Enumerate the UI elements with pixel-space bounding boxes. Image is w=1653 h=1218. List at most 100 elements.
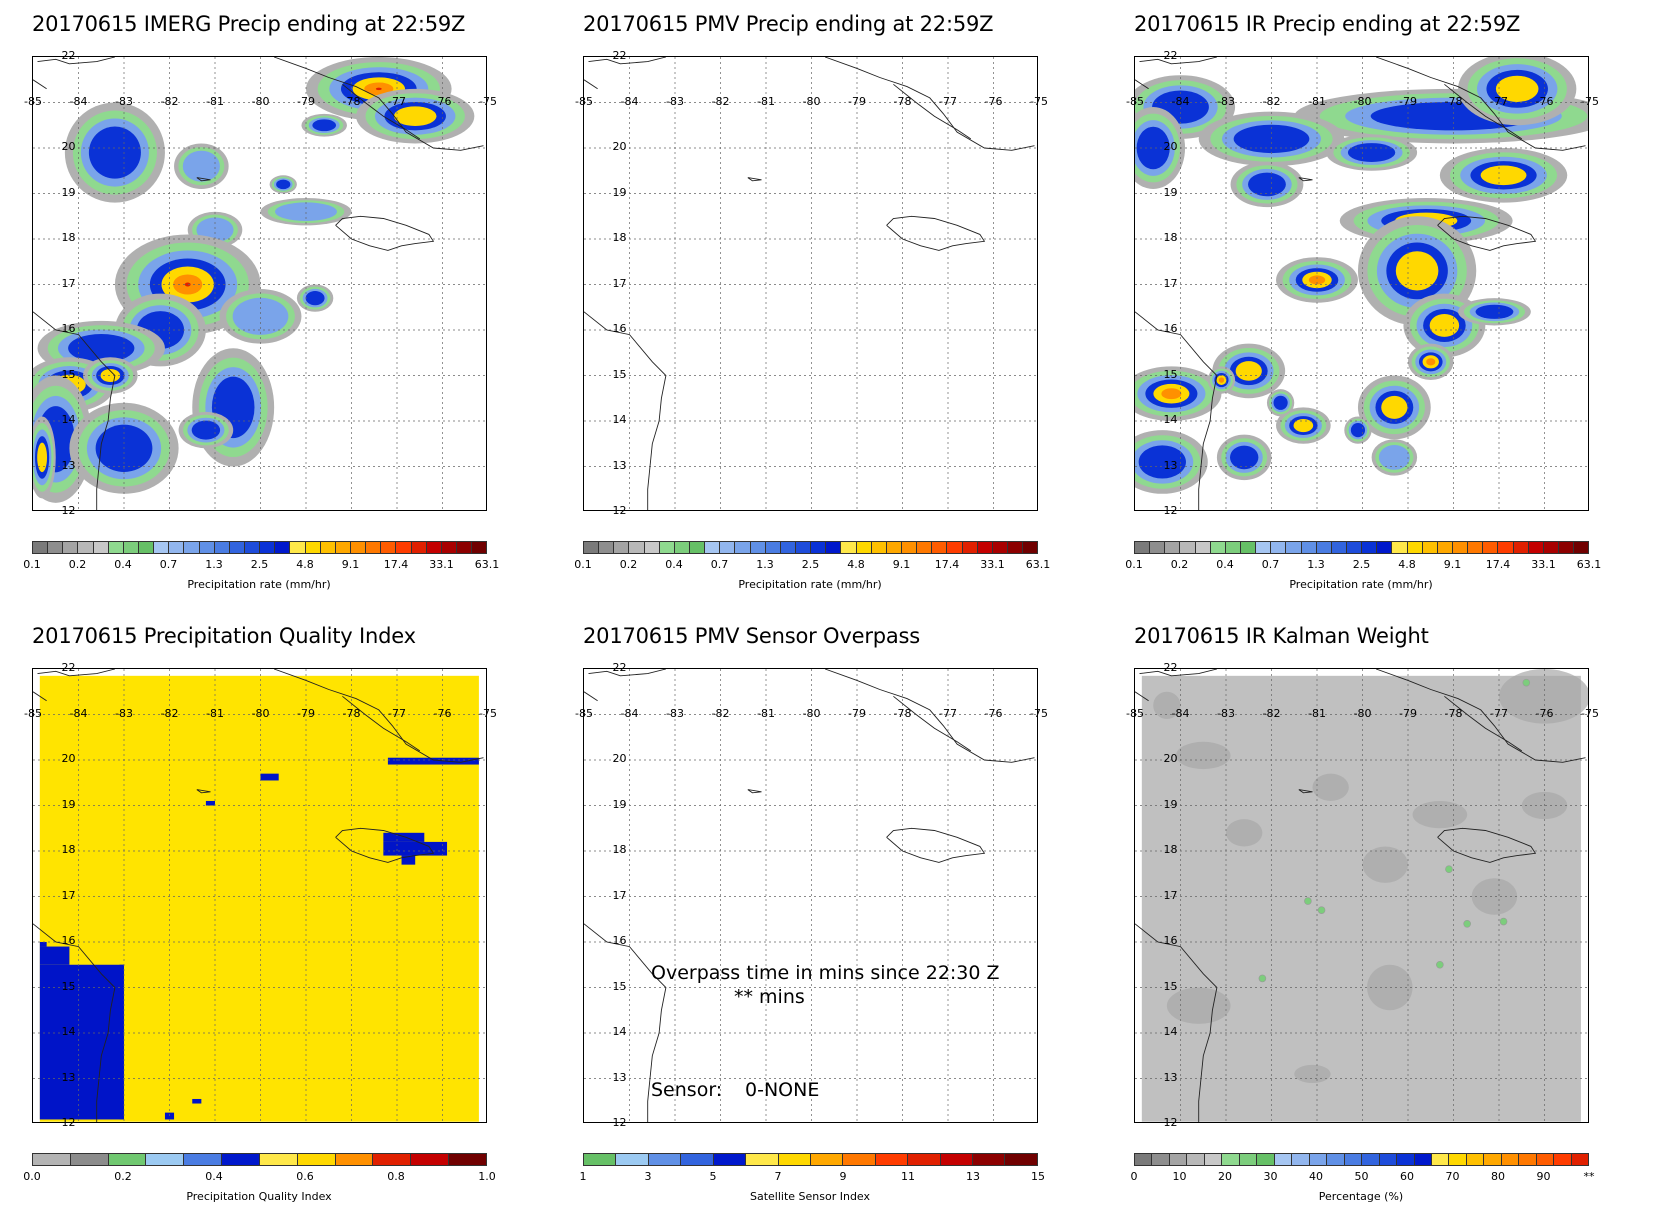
colorbar-swatch (1346, 542, 1363, 553)
colorbar-swatch (940, 1154, 974, 1165)
map-canvas (1135, 669, 1588, 1122)
colorbar-swatch (629, 542, 645, 553)
lat-label: 16 (612, 322, 627, 335)
lon-label: -80 (1353, 94, 1372, 108)
lat-label: 22 (1163, 661, 1178, 674)
lon-label: -81 (757, 94, 775, 108)
lon-label: -83 (1217, 94, 1235, 108)
colorbar-tick-label: 1.3 (1307, 558, 1325, 571)
colorbar-swatch (977, 542, 993, 553)
colorbar-swatch (1528, 542, 1544, 553)
lon-label: -77 (939, 94, 957, 108)
colorbar-tick-label: 0.4 (114, 558, 132, 571)
lat-label: 15 (61, 367, 76, 381)
map-frame (1134, 56, 1589, 511)
colorbar-swatch (908, 1154, 941, 1165)
lat-label: 17 (1163, 888, 1178, 902)
colorbar-swatch (962, 542, 978, 553)
colorbar-swatch (1240, 542, 1257, 553)
lon-label: -79 (848, 94, 866, 108)
colorbar-swatch (335, 1154, 374, 1165)
colorbar-swatch (297, 1154, 336, 1165)
lat-label: 13 (612, 458, 627, 472)
lon-label: -78 (1444, 706, 1463, 720)
colorbar-tick-label: 17.4 (383, 558, 409, 571)
lat-label: 18 (612, 231, 627, 244)
map-canvas (33, 669, 486, 1122)
lat-label: 20 (61, 752, 76, 765)
colorbar-tick-label: 63.1 (1576, 558, 1602, 571)
colorbar-swatch (396, 542, 412, 553)
lon-label: -83 (666, 706, 684, 720)
colorbar-swatch (1222, 1154, 1240, 1165)
colorbar-swatch (584, 1154, 617, 1165)
colorbar-swatch (373, 1154, 412, 1165)
colorbar-swatch (644, 542, 660, 553)
lat-label: 13 (61, 1070, 76, 1084)
colorbar-swatch (932, 542, 948, 553)
colorbar-swatch (1422, 542, 1438, 553)
colorbar-swatch (659, 542, 675, 553)
colorbar-swatch (93, 542, 109, 553)
colorbar-label: Precipitation rate (mm/hr) (187, 578, 331, 591)
lat-label: 17 (612, 276, 627, 290)
colorbar-swatch (1431, 1154, 1450, 1165)
lon-label: -75 (479, 706, 497, 720)
overpass-mins-text: ** mins (734, 986, 805, 1008)
lat-label: 12 (61, 1116, 76, 1129)
colorbar-tick-label: 9 (839, 1170, 847, 1183)
colorbar-tick-label: 0.1 (1125, 558, 1143, 571)
colorbar-tick-label: 0.8 (387, 1170, 405, 1183)
panel-overpass: 20170615 PMV Sensor Overpass Overpass ti… (551, 612, 1102, 1218)
colorbar-swatch (1449, 1154, 1467, 1165)
colorbar-swatch (1274, 1154, 1293, 1165)
colorbar-swatch (411, 542, 427, 553)
colorbar-tick-label: 1 (579, 1170, 587, 1183)
colorbar-tick-label: 0.4 (205, 1170, 223, 1183)
colorbar-swatch (260, 542, 276, 553)
lat-label: 14 (612, 1025, 627, 1038)
colorbar-swatch (1543, 542, 1559, 553)
panel-quality: 20170615 Precipitation Quality Index Pre… (0, 612, 551, 1218)
lat-label: 18 (612, 843, 627, 856)
map-frame (32, 56, 487, 511)
colorbar-swatch (1379, 1154, 1398, 1165)
colorbar-swatch (449, 1154, 486, 1165)
colorbar-swatch (1135, 542, 1151, 553)
lon-label: -76 (984, 94, 1003, 108)
colorbar-tick-label: 63.1 (474, 558, 500, 571)
sensor-value: 0-NONE (745, 1079, 820, 1101)
colorbar-swatch (841, 542, 857, 553)
colorbar-swatch (1331, 542, 1347, 553)
colorbar-swatch (765, 542, 781, 553)
map-frame (1134, 668, 1589, 1123)
lon-label: -76 (1535, 94, 1554, 108)
colorbar-swatch (735, 542, 751, 553)
colorbar-tick-label: 2.5 (1352, 558, 1371, 571)
colorbar-swatch (1169, 1154, 1188, 1165)
map-frame (583, 668, 1038, 1123)
lat-label: 16 (1163, 934, 1178, 947)
colorbar (1134, 1153, 1589, 1166)
colorbar-swatch (689, 542, 706, 553)
colorbar-swatch (1239, 1154, 1258, 1165)
lon-label: -75 (1581, 706, 1599, 720)
lon-label: -79 (297, 706, 315, 720)
colorbar-swatch (1195, 542, 1211, 553)
colorbar (1134, 541, 1589, 554)
colorbar-tick-label: 1.3 (205, 558, 223, 571)
lon-label: -82 (1262, 706, 1281, 720)
colorbar-swatch (33, 1154, 71, 1165)
lat-label: 15 (612, 979, 627, 993)
colorbar-tick-label: 0.2 (1170, 558, 1189, 571)
colorbar-swatch (795, 542, 812, 553)
colorbar-swatch (992, 542, 1008, 553)
colorbar-swatch (901, 542, 918, 553)
colorbar-swatch (350, 542, 367, 553)
colorbar-swatch (746, 1154, 779, 1165)
lat-label: 17 (61, 888, 76, 902)
lon-label: -81 (1308, 94, 1326, 108)
panel-title: 20170615 Precipitation Quality Index (32, 624, 416, 648)
colorbar-swatch (871, 542, 887, 553)
lat-label: 16 (1163, 322, 1178, 335)
